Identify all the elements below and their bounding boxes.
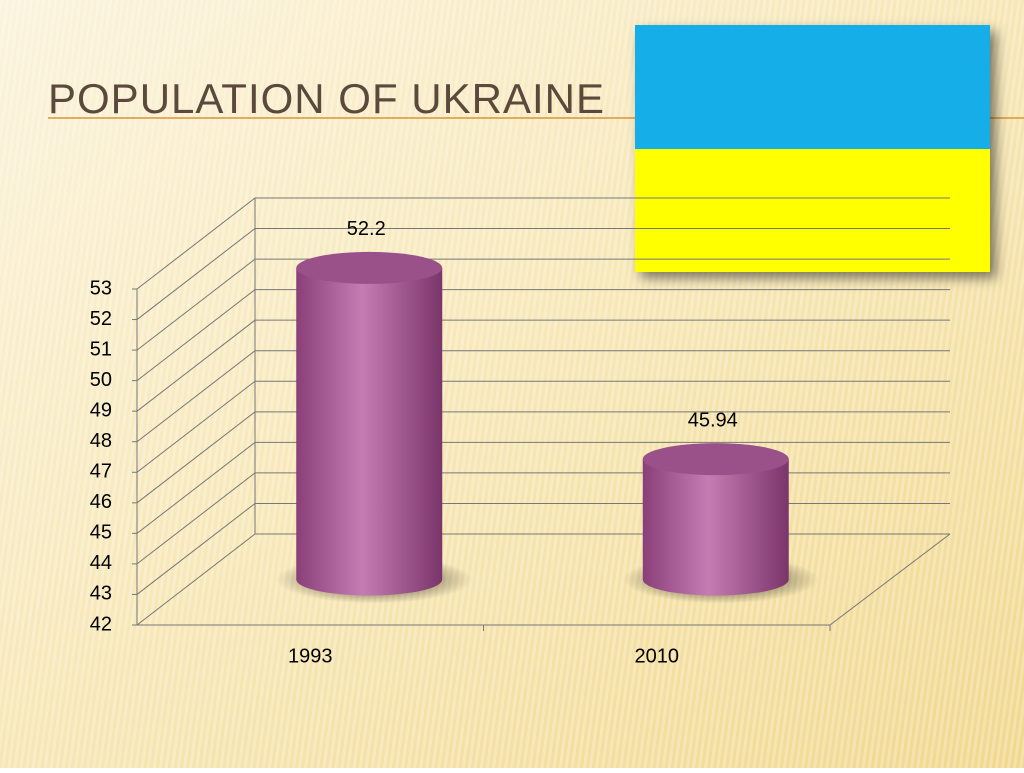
chart-title: POPULATION OF UKRAINE [48,75,605,122]
chart: 42 43 44 45 46 47 48 49 50 51 52 53 1993 52.2 2010 45.9… [90,197,951,667]
value-label: 52.2 [347,218,386,240]
bar [642,459,789,596]
grid-line [136,319,950,412]
flag [635,25,990,272]
y-tick-label: 52 [90,308,112,330]
value-label: 45.94 [688,409,738,431]
bar-top [296,251,443,284]
y-tick-label: 43 [90,583,112,605]
grid-line [136,380,950,473]
y-tick-label: 50 [90,369,112,391]
y-tick-label: 42 [90,613,112,635]
grid-line [136,228,950,320]
grid-line [136,441,950,534]
flag-blue [635,25,990,149]
grid-line [136,350,950,443]
y-tick-label: 48 [90,430,112,452]
x-tick-label: 1993 [288,645,333,667]
flag-yellow [635,149,990,272]
y-tick-label: 44 [90,552,112,574]
y-tick-label: 47 [90,461,112,483]
bar-top [642,443,789,476]
grid-line [136,289,950,382]
y-tick-label: 46 [90,491,112,513]
bar [296,267,443,596]
grid-line [136,258,950,351]
y-tick-label: 45 [90,522,112,544]
y-tick-label: 51 [90,338,112,360]
x-tick-label: 2010 [635,645,680,667]
grid-line [136,197,950,290]
y-tick-label: 49 [90,399,112,421]
grid-line [136,411,950,504]
y-tick-label: 53 [90,277,112,299]
